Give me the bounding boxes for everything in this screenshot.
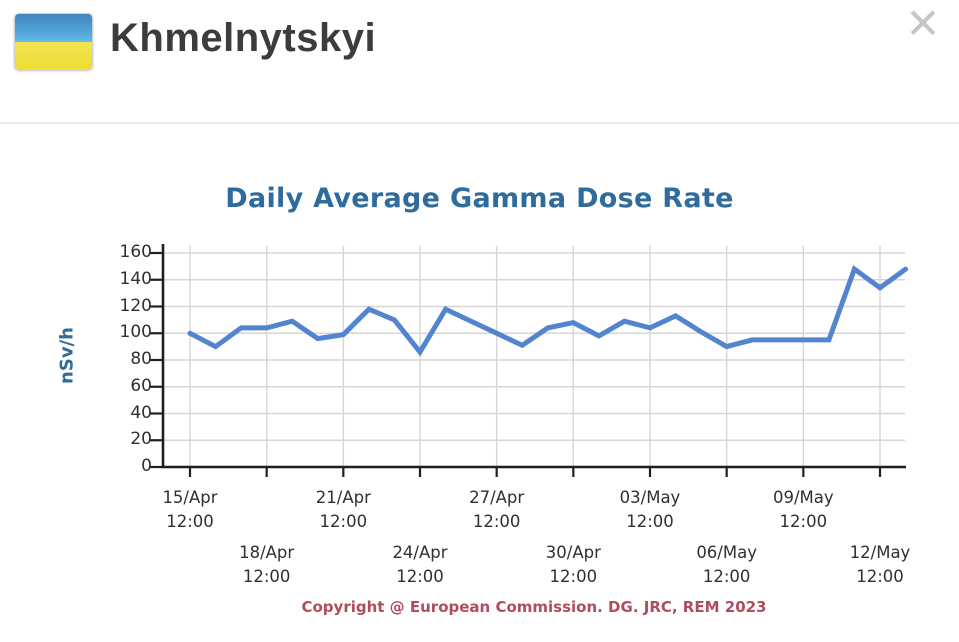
y-tick-label: 140 — [119, 268, 152, 289]
flag-yellow-stripe — [15, 41, 92, 69]
y-tick-label: 80 — [130, 349, 152, 369]
x-tick-label: 12/May 12:00 — [830, 541, 930, 589]
close-icon[interactable]: ✕ — [901, 2, 945, 46]
chart-title: Daily Average Gamma Dose Rate — [225, 183, 734, 214]
x-tick-date: 24/Apr — [392, 543, 448, 562]
x-tick-date: 03/May — [619, 488, 681, 507]
x-tick-time: 12:00 — [626, 512, 674, 531]
x-tick-time: 12:00 — [779, 512, 828, 531]
x-tick-date: 27/Apr — [469, 488, 525, 507]
x-tick-time: 12:00 — [242, 567, 291, 586]
x-tick-label: 09/May 12:00 — [753, 486, 853, 534]
x-tick-date: 15/Apr — [162, 488, 218, 507]
copyright-text: Copyright @ European Commission. DG. JRC… — [301, 598, 767, 616]
x-tick-time: 12:00 — [319, 512, 368, 531]
x-tick-label: 06/May 12:00 — [677, 541, 777, 589]
dose-rate-series-line — [187, 265, 909, 357]
x-tick-time: 12:00 — [702, 567, 751, 586]
x-tick-label: 24/Apr 12:00 — [370, 541, 470, 589]
y-tick-label: 40 — [130, 402, 152, 423]
y-tick-label: 160 — [119, 242, 152, 262]
y-tick-label: 60 — [130, 375, 152, 396]
ukraine-flag-icon — [14, 13, 93, 70]
flag-blue-stripe — [15, 14, 92, 42]
station-title: Khmelnytskyi — [110, 16, 377, 60]
y-tick-label: 100 — [119, 322, 152, 343]
x-tick-time: 12:00 — [549, 567, 598, 586]
x-tick-time: 12:00 — [472, 512, 521, 531]
x-tick-label: 30/Apr 12:00 — [523, 541, 623, 589]
x-tick-date: 06/May — [696, 543, 757, 562]
x-tick-date: 09/May — [772, 488, 834, 507]
x-tick-date: 12/May — [849, 543, 911, 562]
x-tick-date: 21/Apr — [315, 488, 371, 507]
header-divider — [0, 122, 959, 124]
x-tick-time: 12:00 — [396, 567, 444, 586]
x-tick-label: 21/Apr 12:00 — [293, 486, 393, 534]
y-tick-label: 20 — [130, 429, 152, 450]
x-tick-time: 12:00 — [856, 567, 904, 586]
x-tick-label: 27/Apr 12:00 — [447, 486, 547, 534]
y-tick-label: 0 — [141, 456, 152, 476]
x-tick-label: 03/May 12:00 — [600, 486, 700, 534]
x-tick-time: 12:00 — [166, 512, 214, 531]
x-tick-label: 18/Apr 12:00 — [217, 541, 317, 589]
x-tick-date: 18/Apr — [239, 543, 295, 562]
x-tick-label: 15/Apr 12:00 — [140, 486, 240, 534]
y-tick-label: 120 — [119, 295, 152, 316]
x-tick-date: 30/Apr — [545, 543, 601, 562]
